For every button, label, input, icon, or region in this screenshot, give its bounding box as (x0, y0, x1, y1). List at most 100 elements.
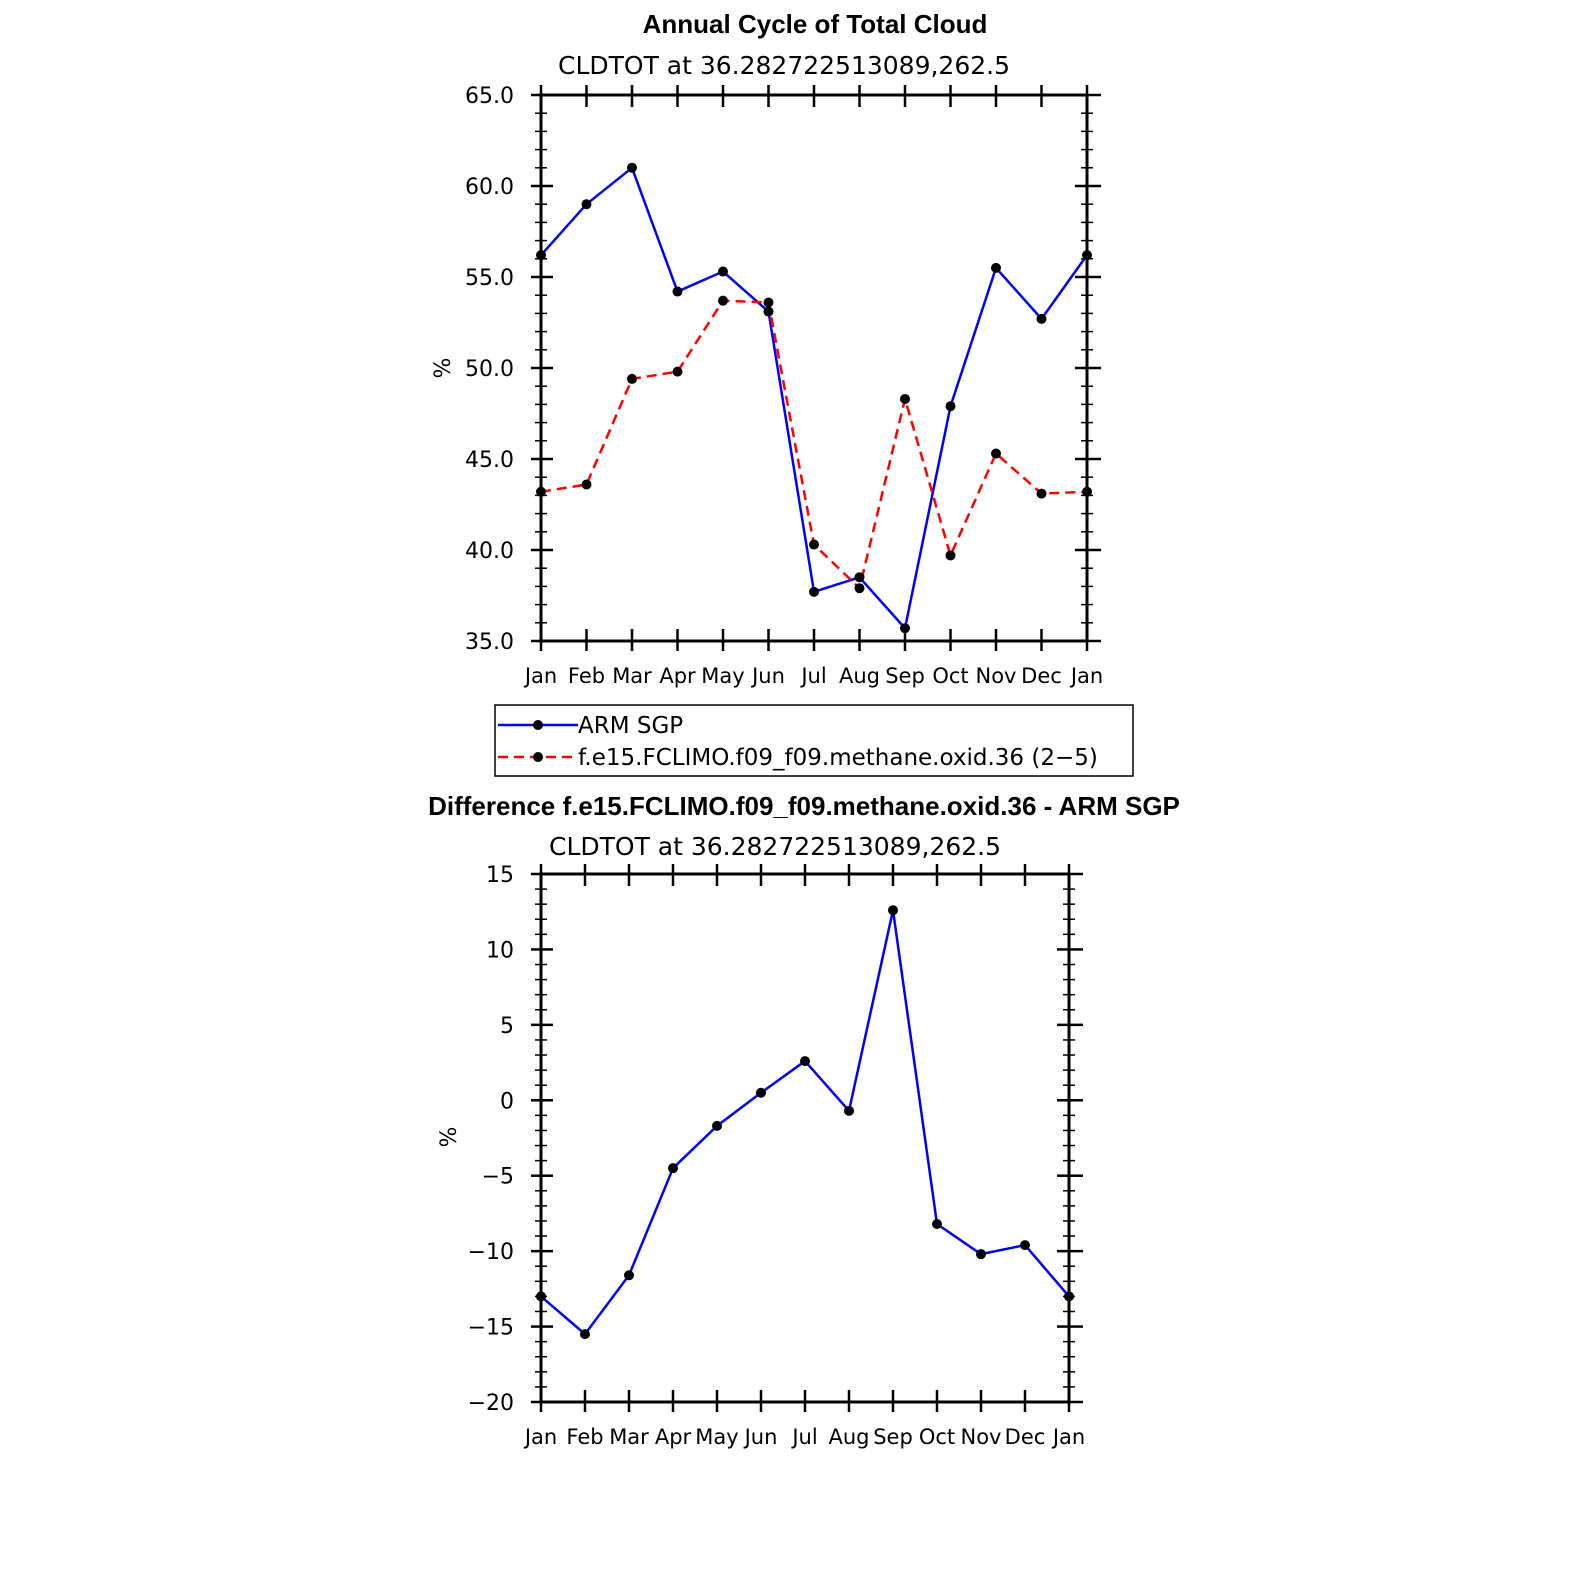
chart-subtitle: CLDTOT at 36.282722513089,262.5 (549, 832, 1001, 861)
axes-frame: Jan Feb Mar Apr May Jun Jul Aug Sep Oct Nov Dec Jan−… (468, 863, 1086, 1449)
data-point (718, 295, 728, 306)
plot-frame (539, 872, 1071, 1404)
x-tick-label: Feb (568, 664, 605, 688)
data-point (1036, 488, 1047, 499)
legend-marker-model (533, 752, 543, 762)
x-tick-label: May (695, 1425, 738, 1449)
data-point (809, 539, 819, 550)
series-group (536, 162, 1092, 634)
series-line-0 (540, 908, 1070, 1336)
data-point (536, 486, 546, 497)
x-tick-label: Sep (885, 664, 925, 688)
y-tick-label: 65.0 (465, 84, 514, 109)
data-point (854, 572, 865, 583)
data-point (932, 1218, 942, 1229)
axes-frame: Jan Feb Mar Apr May Jun Jul Aug Sep Oct Nov Dec Jan 3… (465, 84, 1103, 688)
data-point (627, 162, 637, 173)
x-tick-label: Jan (523, 1425, 557, 1449)
chart-title: Difference f.e15.FCLIMO.f09_f09.methane.… (428, 791, 1180, 821)
data-point (809, 586, 819, 597)
y-axis-label: % (431, 358, 456, 379)
x-tick-label: Jan (523, 664, 557, 688)
data-point (991, 448, 1001, 459)
x-tick-label: Jan (1069, 664, 1103, 688)
data-point (763, 306, 774, 317)
data-point (627, 373, 637, 384)
x-tick-label: Oct (919, 1425, 955, 1449)
y-tick-label: −5 (482, 1165, 514, 1190)
x-tick-label: Oct (932, 664, 968, 688)
y-tick-label: 10 (486, 938, 514, 963)
x-tick-label: Apr (659, 664, 696, 688)
annual-cycle-panel: Annual Cycle of Total Cloud CLDTOT at 36… (431, 9, 1103, 688)
data-point (718, 266, 728, 277)
x-tick-label: Mar (609, 1425, 649, 1449)
data-point (712, 1120, 722, 1131)
data-point (844, 1105, 854, 1116)
data-point (800, 1056, 810, 1067)
data-point (854, 583, 865, 594)
data-point (536, 250, 546, 261)
data-point (945, 401, 956, 412)
plot-frame (539, 93, 1089, 643)
legend-box (494, 704, 1134, 777)
chart-title: Annual Cycle of Total Cloud (643, 9, 988, 39)
data-point (581, 199, 592, 210)
y-tick-label: 15 (486, 863, 514, 888)
data-point (1082, 250, 1092, 261)
data-point (900, 393, 910, 404)
data-point (976, 1249, 986, 1260)
y-tick-label: 0 (500, 1089, 514, 1114)
data-point (756, 1087, 766, 1098)
x-tick-label: Dec (1005, 1425, 1046, 1449)
data-point (580, 1329, 590, 1340)
y-tick-label: −10 (468, 1240, 514, 1265)
y-tick-label: 50.0 (465, 357, 514, 382)
x-tick-label: Jul (799, 664, 826, 688)
data-point (991, 262, 1001, 273)
series-group (536, 905, 1074, 1340)
x-tick-label: Dec (1021, 664, 1062, 688)
x-tick-label: Feb (566, 1425, 603, 1449)
x-tick-label: Mar (612, 664, 652, 688)
legend: ARM SGP f.e15.FCLIMO.f09_f09.methane.oxi… (494, 704, 1134, 777)
legend-label-model: f.e15.FCLIMO.f09_f09.methane.oxid.36 (2−… (578, 745, 1098, 771)
data-point (945, 550, 956, 561)
x-tick-label: Aug (839, 664, 880, 688)
data-point (624, 1270, 634, 1281)
x-tick-label: Apr (655, 1425, 692, 1449)
series-line-0 (540, 166, 1089, 630)
chart-subtitle: CLDTOT at 36.282722513089,262.5 (558, 51, 1010, 80)
data-point (581, 479, 592, 490)
x-tick-label: Aug (828, 1425, 869, 1449)
legend-label-arm-sgp: ARM SGP (578, 713, 683, 739)
x-tick-label: Jan (1051, 1425, 1085, 1449)
y-tick-label: 55.0 (465, 266, 514, 291)
data-point (1082, 486, 1092, 497)
data-point (900, 623, 910, 634)
y-tick-label: 40.0 (465, 539, 514, 564)
data-point (536, 1291, 546, 1302)
data-point (763, 297, 774, 308)
x-tick-label: May (701, 664, 744, 688)
data-point (1020, 1240, 1030, 1251)
data-point (672, 286, 683, 297)
y-tick-label: −20 (468, 1391, 514, 1416)
y-tick-label: −15 (468, 1316, 514, 1341)
data-point (1036, 313, 1047, 324)
data-point (888, 905, 898, 916)
x-tick-label: Jul (790, 1425, 817, 1449)
x-tick-label: Sep (873, 1425, 913, 1449)
data-point (1064, 1291, 1074, 1302)
y-tick-label: 60.0 (465, 175, 514, 200)
x-tick-label: Jun (743, 1425, 778, 1449)
x-tick-label: Nov (961, 1425, 1002, 1449)
x-tick-label: Jun (750, 664, 785, 688)
difference-panel: Difference f.e15.FCLIMO.f09_f09.methane.… (428, 791, 1180, 1449)
data-point (672, 366, 683, 377)
y-tick-label: 5 (500, 1014, 514, 1039)
data-point (668, 1163, 678, 1174)
y-tick-label: 45.0 (465, 448, 514, 473)
y-axis-label: % (437, 1127, 462, 1148)
